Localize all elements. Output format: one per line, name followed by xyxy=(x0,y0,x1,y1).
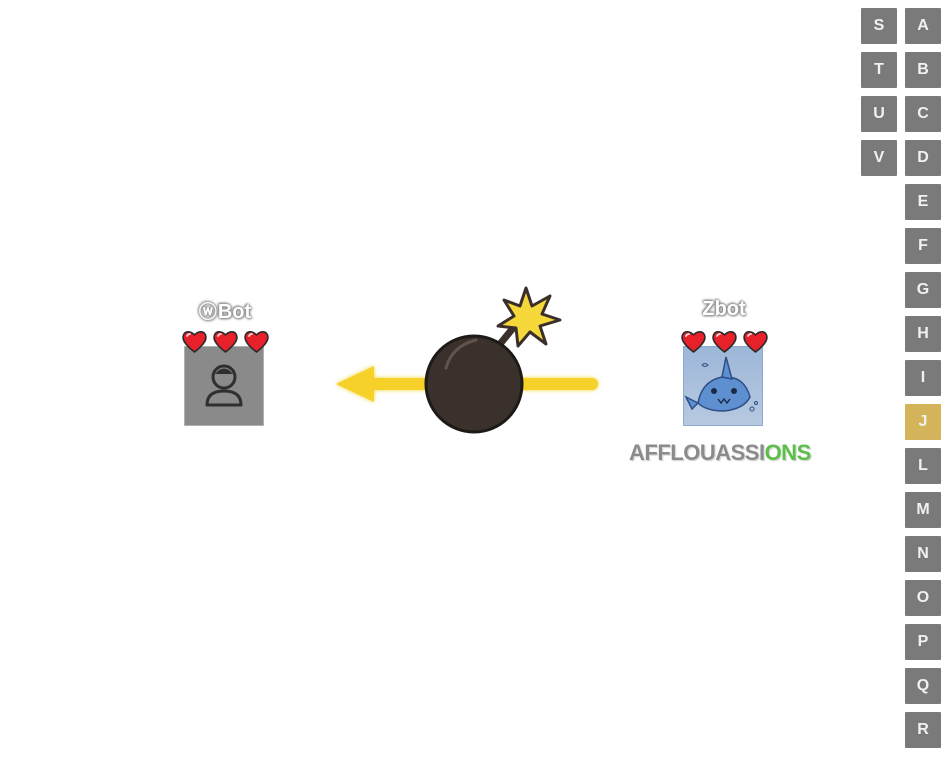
person-icon xyxy=(205,364,243,407)
player-right-current-word: AFFLOUASSIONS xyxy=(629,440,811,466)
heart-icon xyxy=(181,329,208,354)
letter-key-r[interactable]: R xyxy=(905,712,941,748)
player-left-name: ⓦBot xyxy=(198,301,252,323)
player-right-name: Zbot xyxy=(702,298,746,320)
letter-key-s[interactable]: S xyxy=(861,8,897,44)
letter-key-f[interactable]: F xyxy=(905,228,941,264)
letter-key-d[interactable]: D xyxy=(905,140,941,176)
letter-key-i[interactable]: I xyxy=(905,360,941,396)
letter-key-p[interactable]: P xyxy=(905,624,941,660)
letter-key-l[interactable]: L xyxy=(905,448,941,484)
typed-word-part: AFFLOUASSI xyxy=(629,440,765,465)
heart-icon xyxy=(711,329,738,354)
letter-key-q[interactable]: Q xyxy=(905,668,941,704)
letter-key-o[interactable]: O xyxy=(905,580,941,616)
player-left: ⓦBot xyxy=(170,296,280,436)
heart-icon xyxy=(742,329,769,354)
letter-key-b[interactable]: B xyxy=(905,52,941,88)
letter-key-j[interactable]: J xyxy=(905,404,941,440)
bomb-icon xyxy=(418,282,568,442)
letter-key-h[interactable]: H xyxy=(905,316,941,352)
shark-drawing xyxy=(684,356,758,412)
letter-key-m[interactable]: M xyxy=(905,492,941,528)
letter-key-g[interactable]: G xyxy=(905,272,941,308)
letter-key-e[interactable]: E xyxy=(905,184,941,220)
matched-syllable: ONS xyxy=(764,440,812,465)
letter-key-u[interactable]: U xyxy=(861,96,897,132)
player-right-lives xyxy=(669,329,779,354)
letter-key-a[interactable]: A xyxy=(905,8,941,44)
player-left-lives xyxy=(170,329,280,354)
heart-icon xyxy=(680,329,707,354)
letter-key-v[interactable]: V xyxy=(861,140,897,176)
heart-icon xyxy=(212,329,239,354)
letter-key-c[interactable]: C xyxy=(905,96,941,132)
letter-key-t[interactable]: T xyxy=(861,52,897,88)
letter-key-n[interactable]: N xyxy=(905,536,941,572)
player-right-avatar xyxy=(683,346,763,426)
heart-icon xyxy=(243,329,270,354)
player-right: Zbot xyxy=(669,296,779,436)
